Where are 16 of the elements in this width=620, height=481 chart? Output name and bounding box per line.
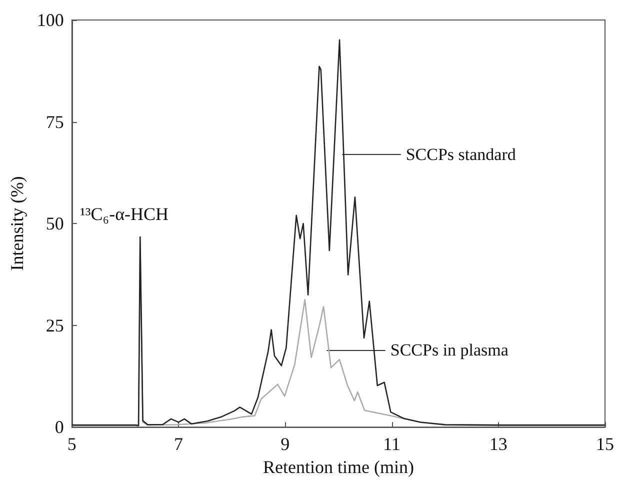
- x-tick-label: 13: [489, 434, 508, 454]
- annotation: SCCPs in plasma: [390, 340, 509, 360]
- y-tick-label: 75: [46, 112, 64, 132]
- x-axis-title: Retention time (min): [262, 457, 414, 477]
- y-axis-title: Intensity (%): [7, 176, 27, 271]
- x-tick-label: 7: [174, 434, 184, 454]
- x-tick-label: 5: [67, 434, 76, 454]
- x-tick-label: 11: [383, 434, 400, 454]
- annotation: ¹³C₆-α-HCH: [80, 204, 168, 224]
- y-tick-label: 50: [46, 214, 64, 234]
- y-tick-label: 0: [54, 417, 64, 438]
- annotation: SCCPs standard: [406, 144, 516, 164]
- x-tick-label: 15: [596, 434, 614, 454]
- y-tick-label: 100: [36, 10, 64, 30]
- x-tick-label: 9: [280, 434, 290, 454]
- y-tick-label: 25: [46, 315, 64, 336]
